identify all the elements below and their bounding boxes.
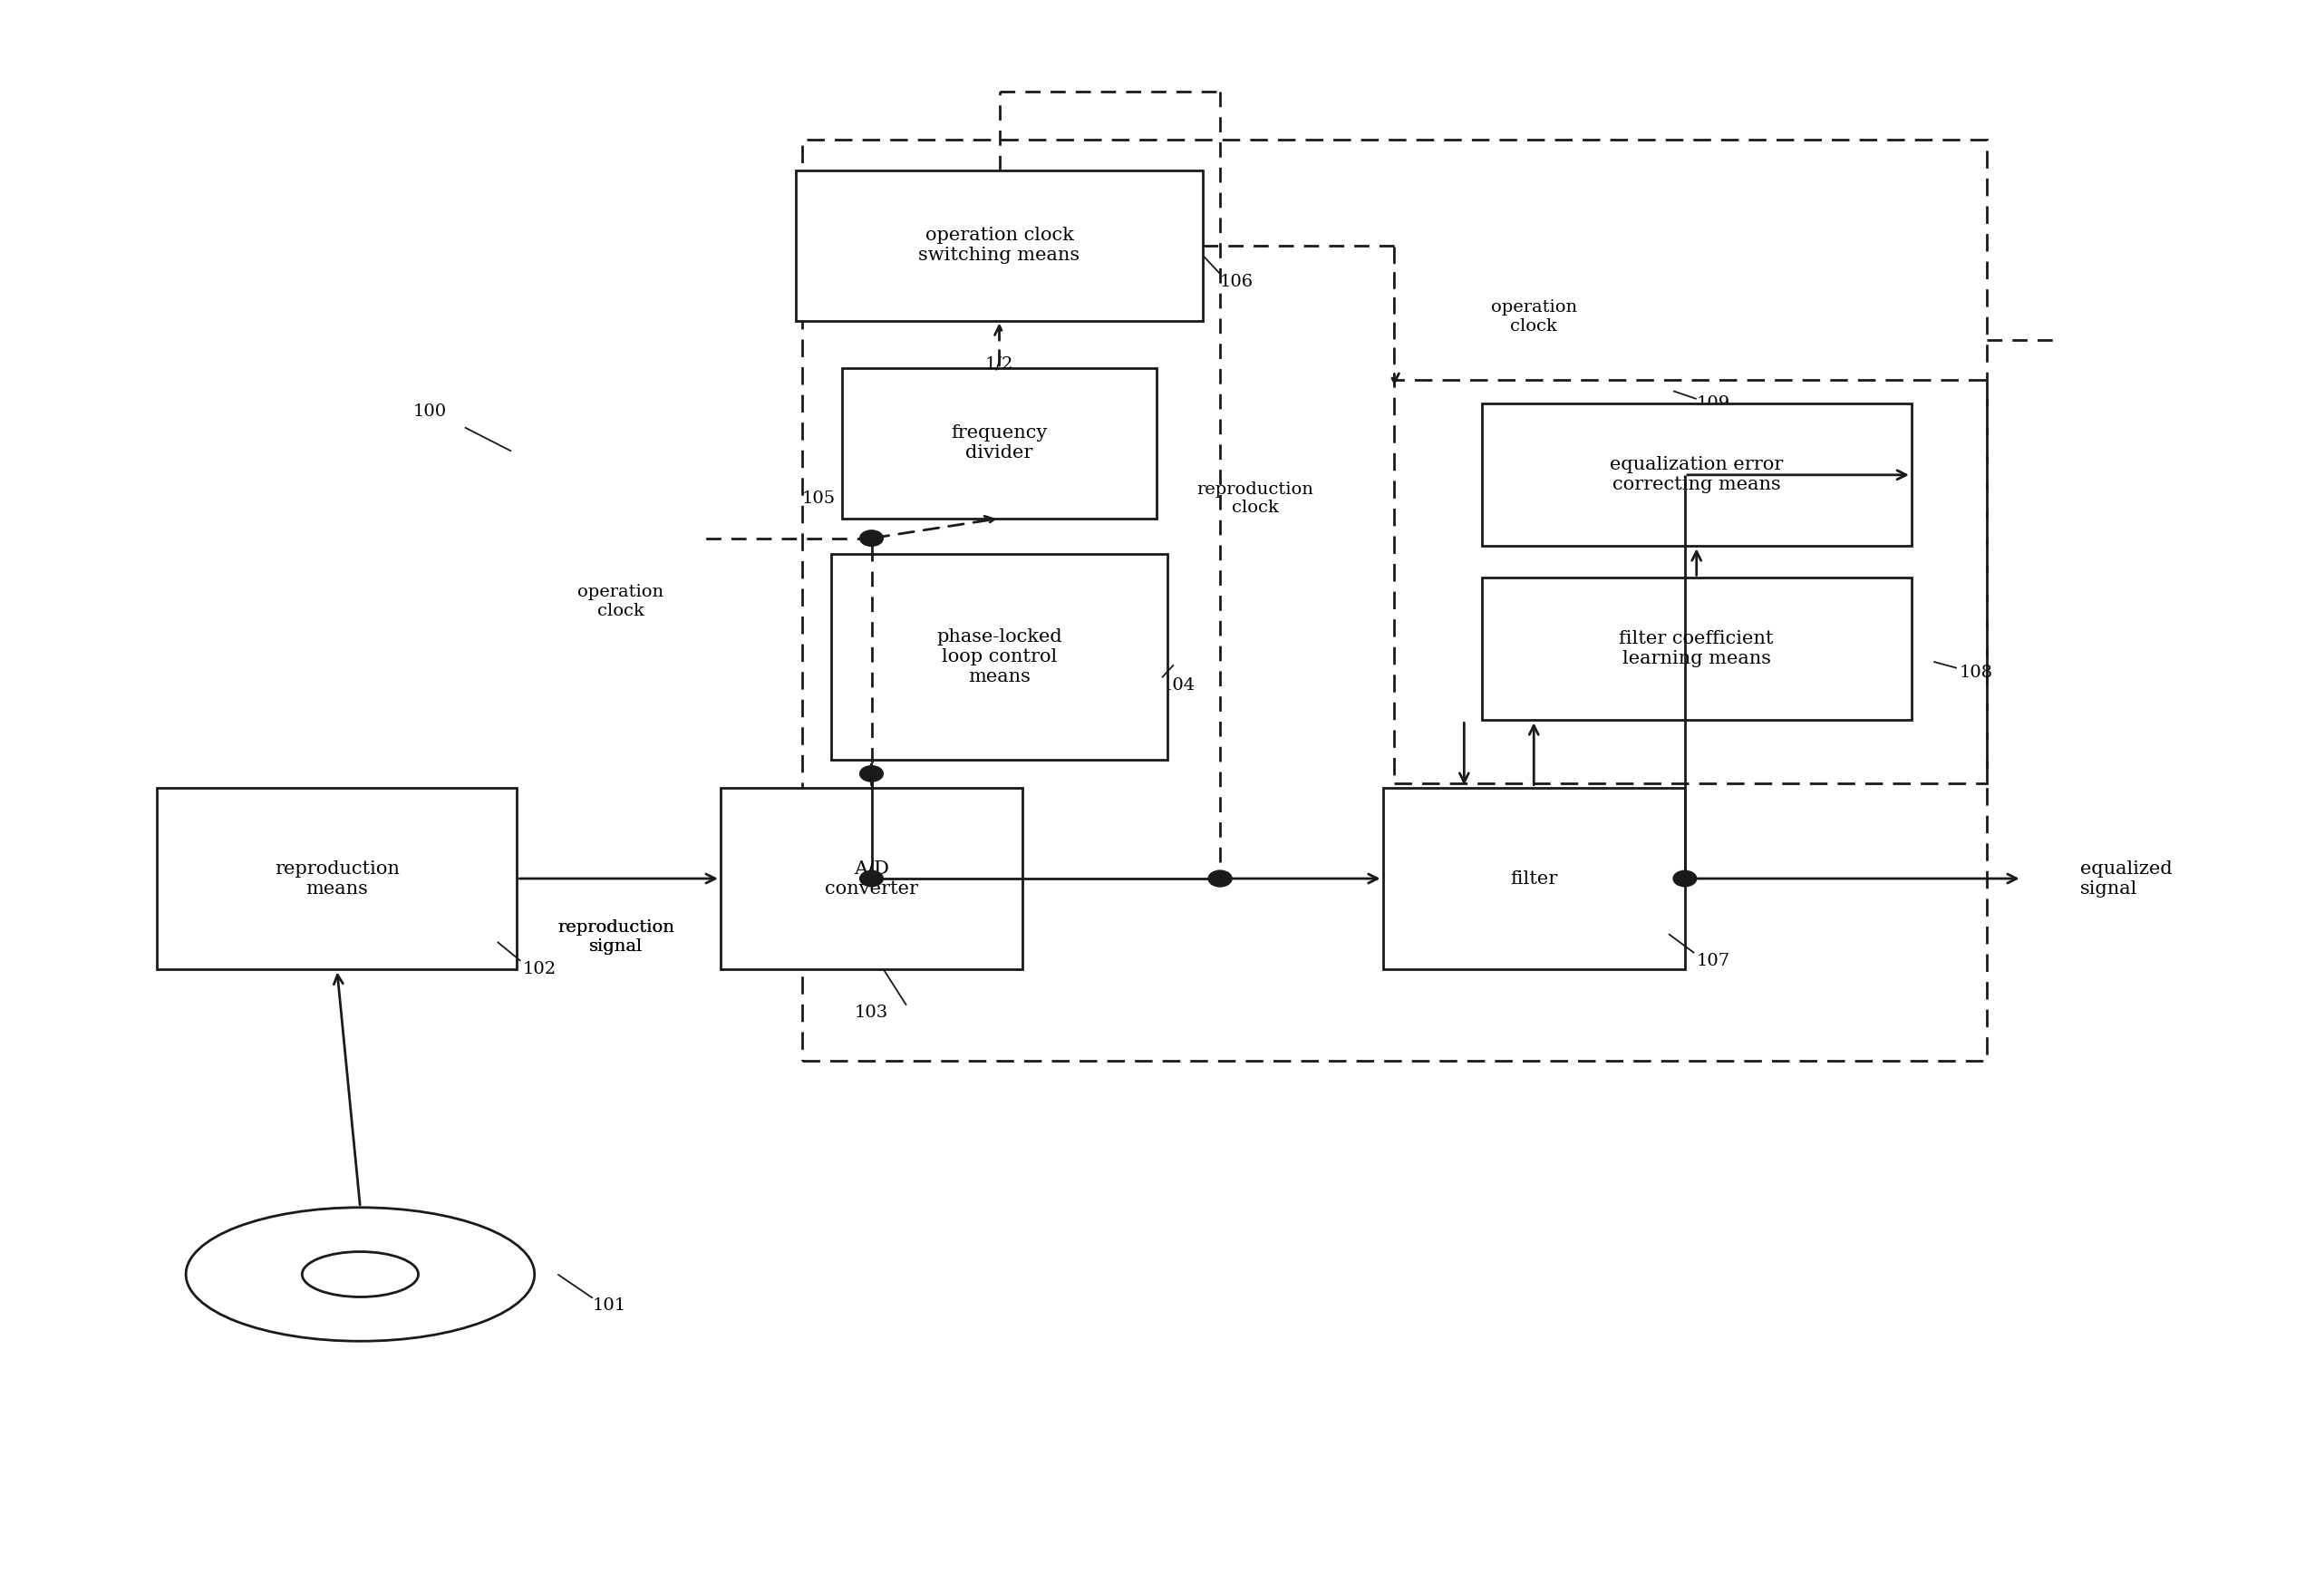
- Text: 109: 109: [1697, 396, 1731, 412]
- Bar: [156, 787, 516, 969]
- Text: reproduction
clock: reproduction clock: [1197, 481, 1313, 516]
- Text: 100: 100: [414, 404, 446, 419]
- Bar: [1394, 380, 1987, 784]
- Bar: [802, 139, 1987, 1061]
- Bar: [841, 369, 1157, 519]
- Bar: [795, 171, 1204, 320]
- Text: operation
clock: operation clock: [576, 584, 665, 619]
- Text: equalized
signal: equalized signal: [2080, 860, 2173, 898]
- Text: 107: 107: [1697, 953, 1729, 969]
- Text: 102: 102: [523, 961, 555, 977]
- Text: phase-locked
loop control
means: phase-locked loop control means: [937, 628, 1062, 685]
- Circle shape: [860, 871, 883, 886]
- Circle shape: [1208, 871, 1232, 886]
- Text: 106: 106: [1220, 274, 1253, 290]
- Text: 101: 101: [593, 1298, 625, 1314]
- Text: 104: 104: [1162, 678, 1195, 693]
- Bar: [720, 787, 1023, 969]
- Text: frequency
divider: frequency divider: [951, 424, 1048, 462]
- Bar: [1483, 404, 1913, 546]
- Bar: [832, 554, 1167, 760]
- Text: 105: 105: [802, 491, 834, 507]
- Circle shape: [860, 530, 883, 546]
- Bar: [1483, 578, 1913, 720]
- Circle shape: [1673, 871, 1697, 886]
- Text: 1/2: 1/2: [985, 356, 1013, 372]
- Text: reproduction
signal: reproduction signal: [558, 920, 674, 955]
- Text: reproduction
means: reproduction means: [274, 860, 400, 898]
- Text: filter: filter: [1511, 871, 1557, 886]
- Text: A/D
converter: A/D converter: [825, 860, 918, 898]
- Text: equalization error
correcting means: equalization error correcting means: [1611, 456, 1783, 494]
- Text: operation
clock: operation clock: [1490, 299, 1578, 334]
- Text: 103: 103: [855, 1005, 888, 1021]
- Circle shape: [1208, 871, 1232, 886]
- Circle shape: [860, 766, 883, 782]
- Ellipse shape: [186, 1208, 535, 1341]
- Bar: [1383, 787, 1685, 969]
- Text: operation clock
switching means: operation clock switching means: [918, 226, 1081, 264]
- Text: 108: 108: [1959, 665, 1992, 681]
- Text: filter coefficient
learning means: filter coefficient learning means: [1620, 630, 1773, 668]
- Text: reproduction
signal: reproduction signal: [558, 920, 674, 955]
- Ellipse shape: [302, 1252, 418, 1296]
